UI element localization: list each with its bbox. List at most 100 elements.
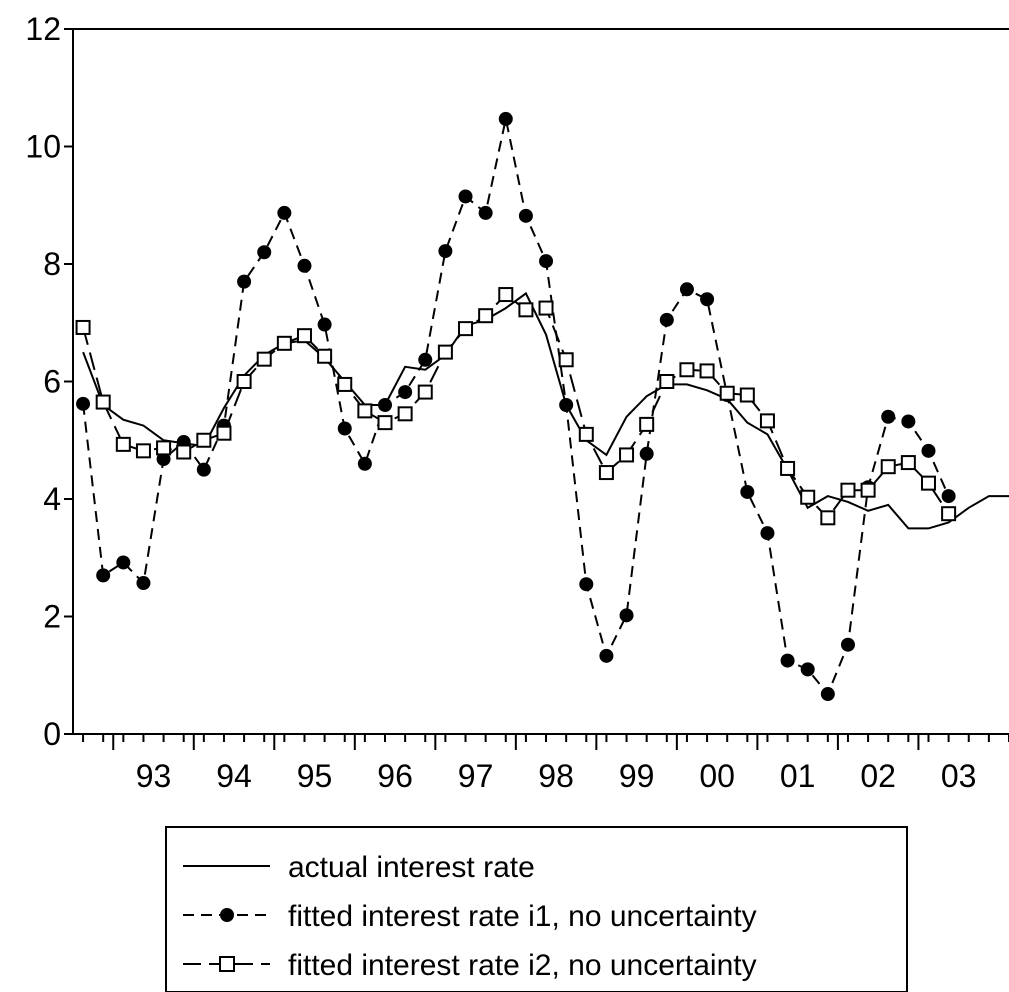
data-point	[558, 352, 574, 368]
data-point	[860, 482, 876, 498]
x-tick-label: 94	[216, 758, 252, 794]
y-axis-ticks: 0 2 4 6 8 10 12	[25, 11, 73, 752]
data-point	[458, 321, 474, 337]
y-tick-label: 6	[43, 364, 61, 400]
data-point	[739, 387, 755, 403]
data-point	[700, 292, 715, 307]
legend-box	[165, 826, 908, 992]
legend-label-i1: fitted interest rate i1, no uncertainty	[288, 900, 757, 933]
data-point	[518, 302, 534, 318]
data-point	[377, 415, 393, 431]
data-point	[478, 205, 493, 220]
x-tick-label: 93	[136, 758, 172, 794]
data-point	[96, 568, 111, 583]
data-point	[679, 362, 695, 378]
y-tick-label: 10	[25, 129, 61, 165]
x-tick-label: 02	[860, 758, 896, 794]
x-tick-label: 03	[941, 758, 977, 794]
data-point	[337, 421, 352, 436]
data-point	[116, 555, 131, 570]
data-point	[901, 414, 916, 429]
data-point	[317, 348, 333, 364]
data-point	[115, 436, 131, 452]
data-point	[357, 456, 372, 471]
data-point	[820, 510, 836, 526]
data-point	[277, 205, 292, 220]
data-point	[136, 576, 151, 591]
data-point	[437, 344, 453, 360]
y-tick-label: 0	[43, 716, 61, 752]
data-point	[759, 413, 775, 429]
data-point	[196, 432, 212, 448]
series-line	[82, 118, 950, 696]
data-point	[900, 455, 916, 471]
data-point	[639, 416, 655, 432]
legend-item-i1: fitted interest rate i1, no uncertainty	[183, 900, 757, 933]
data-point	[579, 577, 594, 592]
y-tick-label: 12	[25, 11, 61, 47]
data-point	[941, 506, 957, 522]
data-point	[538, 300, 554, 316]
series-layer	[75, 111, 1009, 702]
data-point	[619, 447, 635, 463]
data-point	[135, 443, 151, 459]
data-point	[76, 396, 91, 411]
data-point	[800, 489, 816, 505]
data-point	[920, 475, 936, 491]
data-point	[156, 452, 171, 467]
data-point	[297, 258, 312, 273]
data-point	[397, 406, 413, 422]
data-point	[518, 208, 533, 223]
x-axis-ticks: 93 94 95 96 97 98 99 00 01 02 03	[82, 734, 1009, 794]
data-point	[780, 653, 795, 668]
data-point	[639, 446, 654, 461]
data-point	[417, 384, 433, 400]
data-point	[740, 484, 755, 499]
data-point	[236, 374, 252, 389]
y-tick-label: 4	[43, 481, 61, 517]
legend-marker-i1	[220, 908, 234, 922]
data-point	[276, 335, 292, 351]
data-point	[941, 489, 956, 504]
data-point	[398, 385, 413, 400]
data-point	[216, 425, 232, 441]
x-tick-label: 95	[297, 758, 333, 794]
data-point	[498, 111, 513, 126]
plot-frame	[72, 28, 1009, 735]
data-point	[256, 351, 272, 367]
data-point	[378, 398, 392, 412]
data-point	[599, 648, 614, 663]
data-point	[95, 394, 111, 410]
x-tick-label: 99	[619, 758, 655, 794]
data-point	[659, 374, 675, 389]
data-point	[498, 287, 514, 303]
data-point	[598, 465, 614, 481]
data-point	[337, 376, 353, 392]
data-point	[458, 189, 473, 204]
legend: actual interest rate fitted interest rat…	[165, 826, 908, 992]
legend-label-i2: fitted interest rate i2, no uncertainty	[288, 949, 757, 982]
data-point	[820, 687, 835, 702]
x-tick-label: 96	[377, 758, 413, 794]
y-tick-label: 2	[43, 599, 61, 635]
data-point	[659, 312, 674, 327]
data-point	[539, 254, 554, 269]
series-line	[82, 293, 950, 520]
x-tick-label: 00	[699, 758, 735, 794]
data-point	[75, 319, 91, 335]
data-point	[679, 282, 694, 297]
data-point	[438, 244, 453, 259]
data-point	[760, 526, 775, 541]
data-point	[176, 444, 192, 460]
y-tick-label: 8	[43, 246, 61, 282]
data-point	[719, 385, 735, 401]
legend-item-actual: actual interest rate	[183, 851, 535, 884]
data-point	[156, 440, 172, 456]
data-point	[619, 608, 634, 623]
data-point	[559, 398, 574, 412]
data-point	[317, 317, 332, 332]
data-point	[921, 443, 936, 458]
data-point	[699, 363, 715, 379]
data-point	[840, 637, 855, 652]
